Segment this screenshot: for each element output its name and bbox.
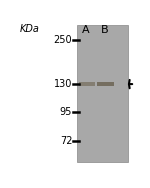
Text: KDa: KDa	[20, 24, 40, 34]
Bar	[77, 25, 128, 161]
Text: 95: 95	[60, 107, 72, 117]
Text: 250: 250	[54, 35, 72, 45]
Bar	[79, 82, 96, 86]
Text: 130: 130	[54, 79, 72, 89]
Text: A: A	[82, 25, 89, 35]
Text: 72: 72	[60, 136, 72, 146]
Bar	[97, 82, 114, 86]
Text: B: B	[100, 25, 108, 35]
